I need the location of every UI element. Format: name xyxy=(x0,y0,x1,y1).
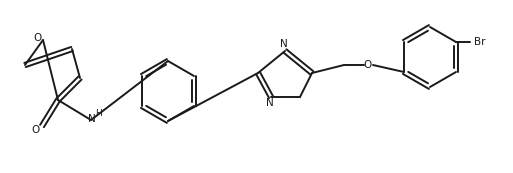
Text: O: O xyxy=(364,60,372,70)
Text: N: N xyxy=(266,98,274,108)
Text: N: N xyxy=(88,114,96,124)
Text: O: O xyxy=(31,125,39,135)
Text: Br: Br xyxy=(474,37,486,47)
Text: O: O xyxy=(34,33,42,43)
Text: H: H xyxy=(94,108,102,117)
Text: N: N xyxy=(280,39,288,49)
